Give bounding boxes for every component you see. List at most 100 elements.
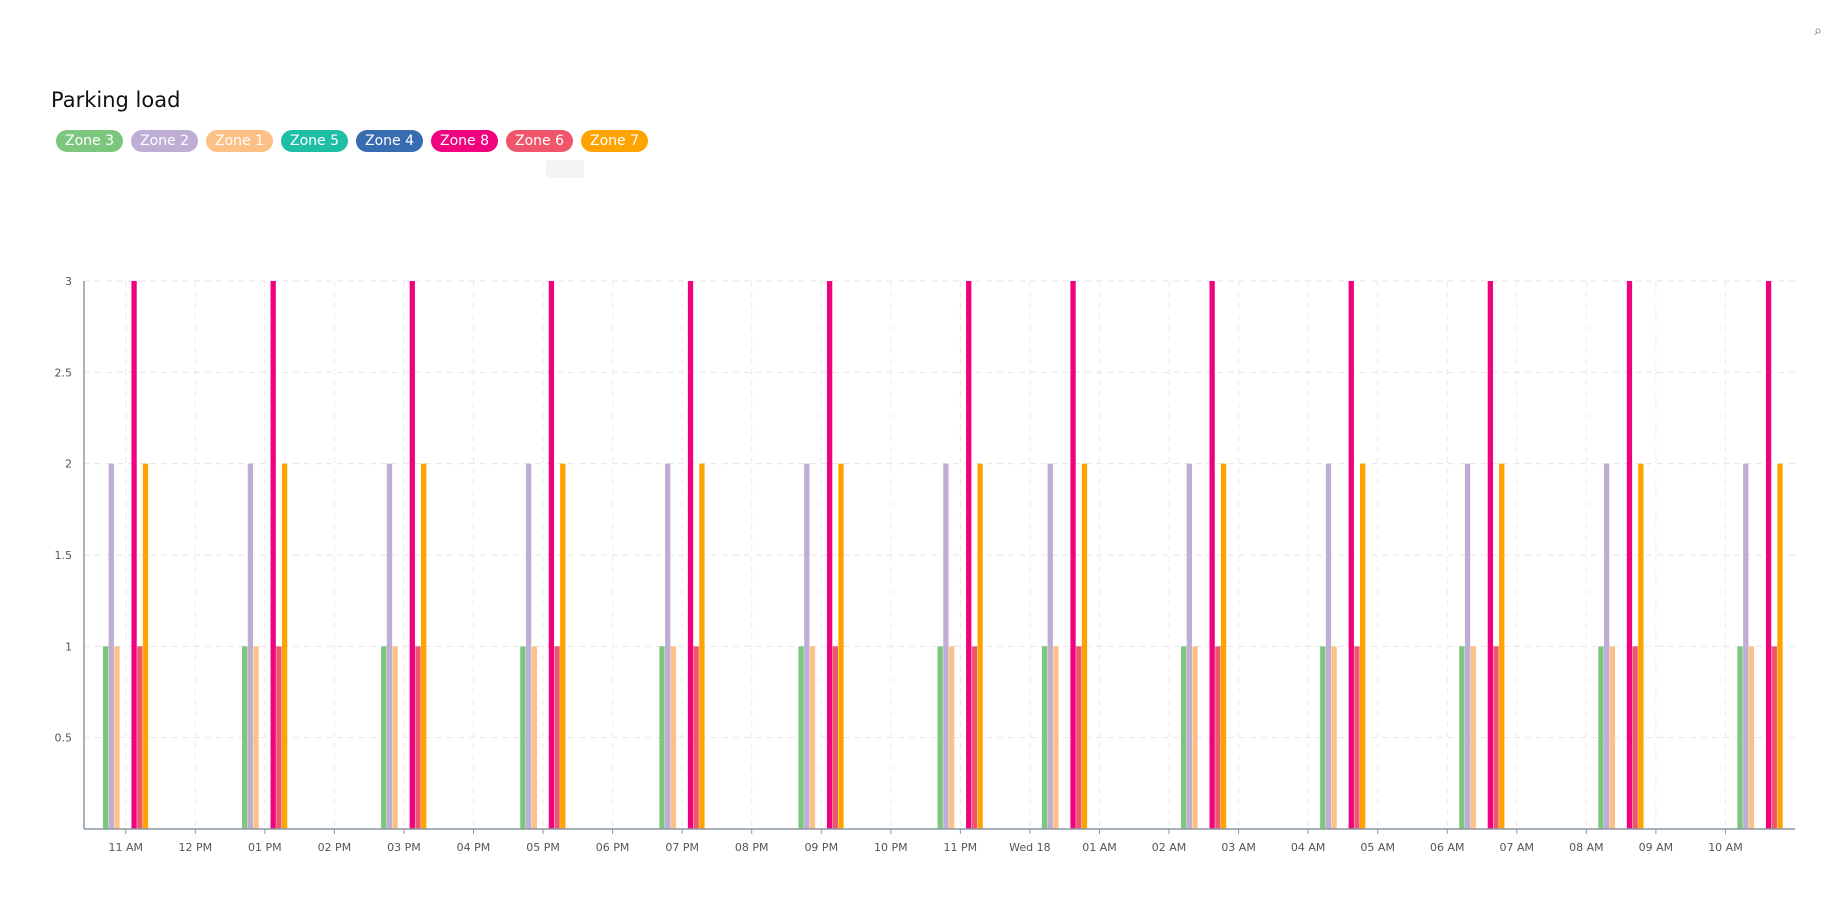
bar-zone-1	[392, 646, 398, 829]
y-tick-label: 3	[65, 275, 72, 288]
bar-zone-1	[1470, 646, 1476, 829]
y-tick-label: 2.5	[55, 366, 73, 379]
bar-zone-6	[693, 646, 699, 829]
bar-zone-8	[409, 281, 415, 829]
legend-item-zone-4[interactable]: Zone 4	[356, 130, 423, 152]
x-tick-label: 05 PM	[526, 841, 560, 854]
bar-zone-8	[1626, 281, 1633, 829]
bar-zone-3	[1041, 646, 1048, 829]
legend-item-zone-2[interactable]: Zone 2	[131, 130, 198, 152]
bar-zone-6	[832, 646, 838, 829]
bar-zone-2	[1604, 463, 1610, 829]
bar-zone-7	[281, 463, 288, 829]
bar-zone-1	[1331, 646, 1337, 829]
bar-zone-7	[1638, 463, 1644, 829]
bar-zone-6	[1632, 646, 1638, 829]
bar-zone-2	[1464, 463, 1471, 829]
bar-zone-7	[1360, 463, 1366, 829]
bar-zone-2	[247, 463, 254, 829]
bar-zone-3	[1320, 646, 1326, 829]
x-tick-label: 07 AM	[1500, 841, 1535, 854]
x-tick-label: 02 PM	[318, 841, 352, 854]
x-tick-label: 06 PM	[596, 841, 630, 854]
x-tick-label: 11 PM	[944, 841, 978, 854]
x-tick-label: 05 AM	[1360, 841, 1395, 854]
bar-zone-1	[1053, 646, 1059, 829]
bar-zone-2	[386, 463, 393, 829]
bar-zone-2	[804, 463, 810, 829]
bar-zone-8	[1348, 281, 1354, 829]
bar-zone-8	[270, 281, 276, 829]
legend-item-zone-3[interactable]: Zone 3	[56, 130, 123, 152]
bar-zone-8	[966, 281, 972, 829]
y-tick-label: 0.5	[55, 732, 73, 745]
x-tick-label: 07 PM	[665, 841, 699, 854]
bar-zone-1	[1192, 646, 1198, 829]
bar-zone-6	[554, 646, 560, 829]
bar-zone-6	[1215, 646, 1221, 829]
bar-zone-7	[1777, 463, 1783, 829]
bar-zone-8	[131, 281, 137, 829]
bar-zone-3	[1598, 646, 1604, 829]
y-tick-label: 1.5	[55, 549, 73, 562]
bar-zone-7	[1499, 463, 1505, 829]
bar-zone-1	[1609, 646, 1616, 829]
x-tick-label: 08 AM	[1569, 841, 1604, 854]
chart-legend: Zone 3 Zone 2 Zone 1 Zone 5 Zone 4 Zone …	[56, 130, 648, 152]
y-tick-label: 2	[65, 458, 72, 471]
x-tick-label: 09 PM	[804, 841, 838, 854]
bar-zone-8	[1487, 281, 1494, 829]
legend-item-zone-8[interactable]: Zone 8	[431, 130, 498, 152]
bar-zone-1	[809, 646, 816, 829]
bar-zone-6	[415, 646, 421, 829]
legend-tooltip	[546, 160, 584, 178]
bar-zone-2	[525, 463, 532, 829]
x-tick-label: 03 AM	[1221, 841, 1256, 854]
bar-zone-8	[1765, 281, 1772, 829]
y-tick-label: 1	[65, 640, 72, 653]
bar-zone-1	[114, 646, 120, 829]
bar-zone-7	[1081, 463, 1088, 829]
bar-zone-7	[142, 463, 149, 829]
bar-zone-3	[659, 646, 665, 829]
legend-item-zone-6[interactable]: Zone 6	[506, 130, 573, 152]
bar-zone-8	[687, 281, 694, 829]
bar-zone-7	[977, 463, 983, 829]
collapse-icon[interactable]: ⌕	[1814, 22, 1822, 38]
bar-zone-7	[560, 463, 566, 829]
x-tick-label: 10 PM	[874, 841, 908, 854]
bar-zone-6	[137, 646, 143, 829]
bar-zone-2	[108, 463, 114, 829]
bar-zone-6	[1076, 646, 1082, 829]
bar-zone-2	[943, 463, 949, 829]
bar-zone-6	[971, 646, 978, 829]
bar-zone-3	[1181, 646, 1187, 829]
x-tick-label: 11 AM	[108, 841, 143, 854]
legend-item-zone-1[interactable]: Zone 1	[206, 130, 273, 152]
bar-zone-1	[253, 646, 259, 829]
bar-zone-2	[1186, 463, 1193, 829]
x-tick-label: 06 AM	[1430, 841, 1465, 854]
bar-zone-3	[1737, 646, 1743, 829]
bar-zone-3	[102, 646, 109, 829]
x-tick-label: 10 AM	[1708, 841, 1743, 854]
x-tick-label: 09 AM	[1639, 841, 1674, 854]
bar-zone-2	[1743, 463, 1749, 829]
bar-zone-3	[937, 646, 943, 829]
bar-zone-1	[531, 646, 537, 829]
bar-zone-1	[670, 646, 677, 829]
bar-zone-7	[1220, 463, 1227, 829]
bar-zone-8	[1209, 281, 1215, 829]
bar-zone-1	[1748, 646, 1755, 829]
bar-zone-3	[520, 646, 526, 829]
bar-zone-6	[1354, 646, 1360, 829]
legend-item-zone-7[interactable]: Zone 7	[581, 130, 648, 152]
x-tick-label: 03 PM	[387, 841, 421, 854]
bar-zone-8	[1070, 281, 1076, 829]
bar-zone-7	[838, 463, 844, 829]
legend-item-zone-5[interactable]: Zone 5	[281, 130, 348, 152]
bar-zone-1	[948, 646, 955, 829]
x-tick-label: Wed 18	[1009, 841, 1050, 854]
x-tick-label: 12 PM	[178, 841, 212, 854]
